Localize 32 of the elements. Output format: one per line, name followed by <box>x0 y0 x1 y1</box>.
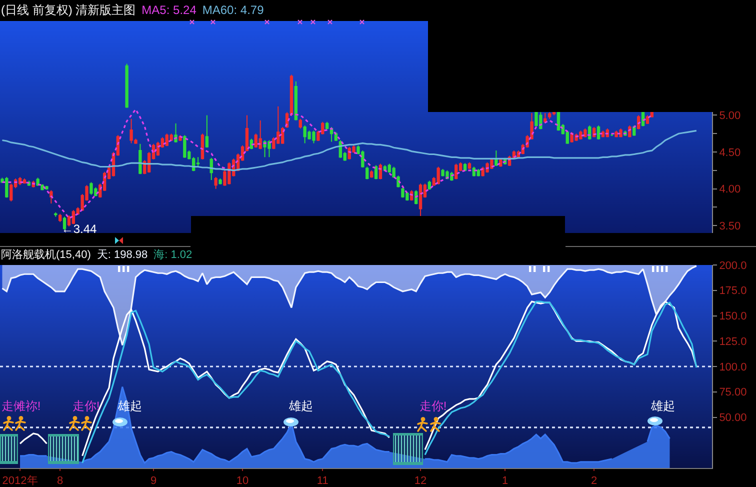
x-tick-label: 12 <box>414 475 427 487</box>
y-tick-label: 150.0 <box>719 310 747 323</box>
y-tick-label: 100.0 <box>719 361 747 374</box>
chart-title: (日线 前复权) 清新版主图 <box>1 3 136 18</box>
y-tick-label: 175.0 <box>719 285 747 298</box>
x-tick-label: 1 <box>502 475 508 487</box>
annotation: 走你! <box>419 399 447 413</box>
annotation: ←3.44 <box>61 222 97 236</box>
text: MA60: 4.79 <box>202 3 264 18</box>
series-label: 天: 198.98 <box>96 248 148 263</box>
annotation: 走你! <box>72 399 100 413</box>
annotation: 雄起 <box>118 399 142 413</box>
y-tick-label: 5.00 <box>719 110 741 122</box>
x-tick-label: 9 <box>150 475 157 487</box>
y-tick-label: 4.00 <box>719 184 741 196</box>
x-tick-label: 10 <box>236 475 249 487</box>
annotation: 雄起 <box>289 399 313 413</box>
y-tick-label: 75.00 <box>719 386 747 399</box>
y-tick-label: 3.50 <box>719 220 741 232</box>
y-tick-label: 125.0 <box>719 336 747 348</box>
y-tick-label: 4.50 <box>719 146 741 159</box>
text: 海: 1.02 <box>154 248 192 263</box>
text: MA5: 5.24 <box>142 3 196 18</box>
chart-title: 阿洛舰载机(15,40) <box>1 248 91 263</box>
x-tick-label: 2012年 <box>2 475 38 487</box>
annotation: 走傩祢! <box>1 399 41 413</box>
x-tick-label: 2 <box>591 475 598 487</box>
x-tick-label: 11 <box>316 475 328 487</box>
y-tick-label: 200.0 <box>719 260 747 272</box>
y-tick-label: 50.00 <box>719 412 747 424</box>
annotation: 雄起 <box>651 399 675 413</box>
x-tick-label: 8 <box>57 475 64 487</box>
